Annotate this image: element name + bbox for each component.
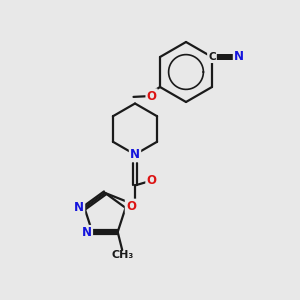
Text: N: N <box>82 226 92 239</box>
Text: N: N <box>234 50 244 64</box>
Text: CH₃: CH₃ <box>111 250 133 260</box>
Text: N: N <box>74 201 84 214</box>
Text: O: O <box>146 173 157 187</box>
Text: C: C <box>208 52 216 62</box>
Text: N: N <box>130 148 140 161</box>
Text: O: O <box>147 89 157 103</box>
Text: O: O <box>126 200 136 213</box>
